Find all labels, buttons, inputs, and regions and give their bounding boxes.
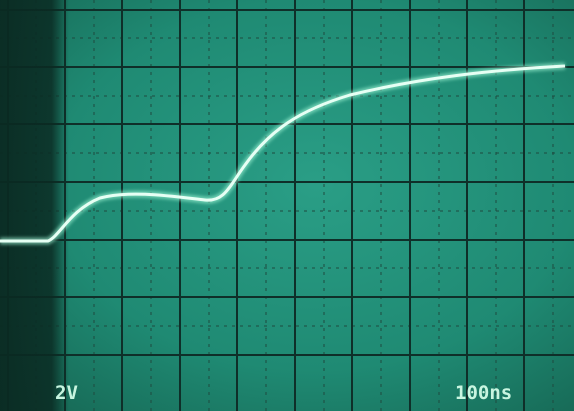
page: 2V 100ns (() => { const data = JSON.pars… bbox=[0, 0, 574, 411]
time-per-div: 100ns bbox=[455, 382, 512, 404]
oscilloscope-screen: 2V 100ns bbox=[0, 0, 574, 411]
volts-per-div: 2V bbox=[55, 382, 78, 404]
